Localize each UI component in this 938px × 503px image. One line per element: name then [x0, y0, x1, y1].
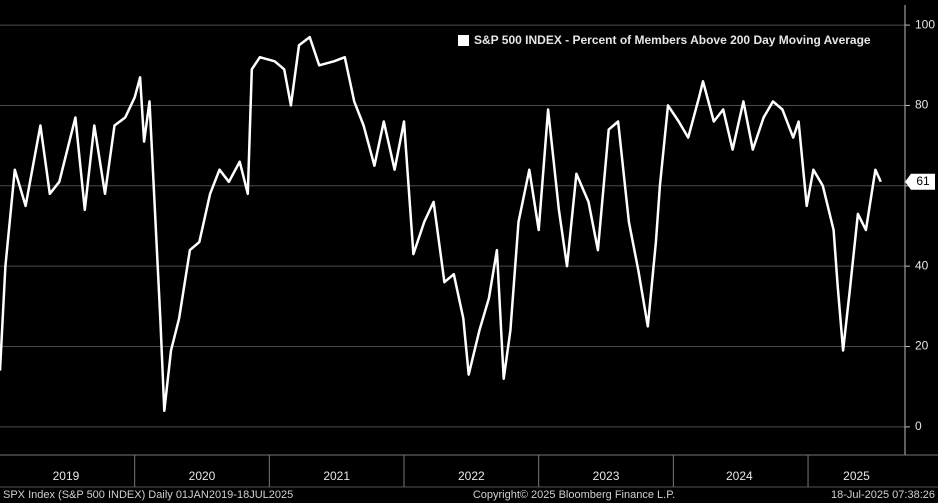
legend-box [450, 29, 900, 53]
plot [0, 35, 882, 413]
last-value-label: 61 [916, 174, 930, 188]
y-tick-label: 20 [915, 339, 929, 353]
x-tick-label: 2024 [726, 469, 753, 483]
footer-center: Copyright© 2025 Bloomberg Finance L.P. [473, 489, 675, 501]
x-tick-label: 2021 [323, 469, 350, 483]
x-tick-label: 2020 [189, 469, 216, 483]
y-tick-label: 0 [915, 419, 922, 433]
legend-label: S&P 500 INDEX - Percent of Members Above… [474, 33, 871, 47]
legend: S&P 500 INDEX - Percent of Members Above… [450, 29, 900, 53]
footer-left: SPX Index (S&P 500 INDEX) Daily 01JAN201… [3, 489, 293, 501]
legend-swatch [458, 35, 469, 46]
last-value-tag [905, 173, 935, 190]
x-tick-label: 2022 [458, 469, 485, 483]
y-tick-label: 40 [915, 258, 929, 272]
x-tick-label: 2023 [593, 469, 620, 483]
series-line [0, 35, 882, 413]
footer-right: 18-Jul-2025 07:38:26 [831, 489, 935, 501]
x-tick-label: 2025 [843, 469, 870, 483]
x-tick-label: 2019 [53, 469, 80, 483]
y-tick-label: 100 [915, 17, 935, 31]
y-tick-label: 80 [915, 98, 929, 112]
